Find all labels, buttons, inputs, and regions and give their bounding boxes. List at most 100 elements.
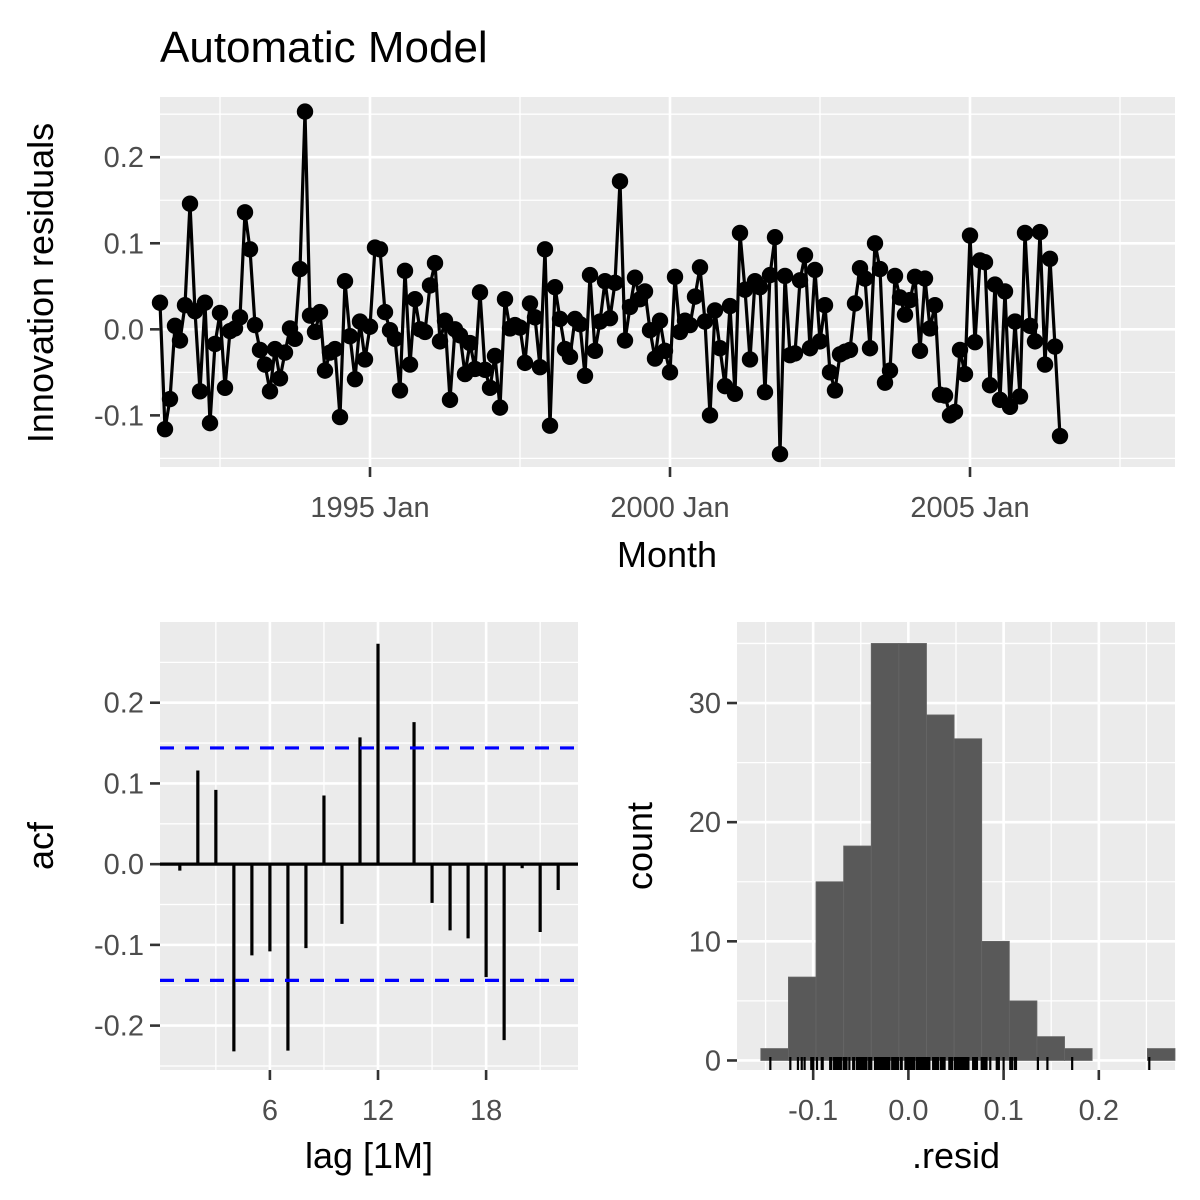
- residual-point: [291, 260, 309, 278]
- residual-point: [416, 323, 434, 341]
- residual-point: [211, 304, 229, 322]
- histogram-y-tick-label: 30: [689, 688, 721, 720]
- residual-point: [821, 364, 839, 381]
- residuals-histogram: 0 10 20 30 -0.1 0.0 0.1 0.2: [689, 622, 1176, 1127]
- residual-point: [261, 383, 279, 400]
- histogram-bar: [870, 643, 900, 1061]
- histogram-y-axis-title: count: [619, 802, 660, 890]
- residual-point: [151, 294, 169, 311]
- residual-point: [356, 351, 374, 368]
- residual-point: [896, 306, 914, 323]
- histogram-x-tick-label: -0.1: [788, 1095, 838, 1127]
- residual-point: [871, 260, 889, 278]
- residual-point: [361, 318, 379, 335]
- residuals-y-tick-label: 0.0: [104, 314, 144, 346]
- histogram-rug: [769, 1057, 1151, 1070]
- histogram-bar: [815, 881, 845, 1061]
- residual-point: [191, 383, 209, 400]
- residual-point: [371, 241, 389, 258]
- residual-point: [541, 417, 559, 434]
- acf-bars: [160, 643, 578, 1052]
- residual-point: [581, 266, 599, 284]
- residual-point: [516, 354, 534, 372]
- residuals-axes: -0.1 0.0 0.1 0.2 1995 Jan 2000 Jan 2005 Jan: [94, 142, 1030, 524]
- acf-x-tick-label: 12: [362, 1095, 394, 1127]
- acf-axes: -0.2 -0.1 0.0 0.1 0.2 6 12 18: [94, 688, 502, 1127]
- residual-point: [921, 320, 939, 337]
- residuals-y-tick-label: 0.1: [104, 228, 144, 260]
- residual-point: [636, 283, 654, 300]
- acf-y-tick-label: 0.0: [104, 849, 144, 881]
- residual-point: [911, 342, 929, 360]
- histogram-y-tick-label: 0: [705, 1045, 721, 1077]
- residual-point: [951, 341, 969, 359]
- residual-point: [846, 295, 864, 312]
- residual-point: [761, 266, 779, 284]
- residual-point: [651, 312, 669, 329]
- histogram-bars: [760, 643, 1176, 1061]
- residual-point: [701, 407, 719, 424]
- residual-point: [486, 347, 504, 365]
- residual-point: [236, 204, 254, 221]
- residual-point: [331, 408, 349, 426]
- residual-point: [1006, 313, 1024, 330]
- acf-y-tick-label: -0.1: [94, 930, 144, 962]
- residual-point: [421, 277, 439, 294]
- histogram-axes: 0 10 20 30 -0.1 0.0 0.1 0.2: [689, 688, 1119, 1127]
- residual-point: [396, 262, 414, 280]
- histogram-x-tick-label: 0.0: [888, 1095, 928, 1127]
- residual-point: [916, 270, 934, 287]
- residuals-points: [151, 103, 1069, 463]
- residual-point: [601, 309, 619, 327]
- histogram-bar: [1036, 1036, 1065, 1061]
- residual-point: [206, 335, 224, 353]
- histogram-bar: [760, 1048, 789, 1061]
- residual-point: [666, 268, 684, 286]
- residual-point: [981, 377, 999, 394]
- residual-point: [796, 247, 814, 264]
- residual-point: [771, 445, 789, 463]
- residuals-x-tick-label: 1995 Jan: [310, 492, 429, 524]
- residual-point: [386, 330, 404, 347]
- residual-point: [171, 332, 189, 349]
- residual-point: [161, 390, 179, 408]
- residual-point: [241, 241, 259, 258]
- residual-point: [216, 379, 234, 397]
- residual-point: [861, 340, 879, 357]
- residual-point: [756, 383, 774, 401]
- residual-point: [166, 317, 184, 335]
- residual-point: [376, 303, 394, 321]
- residual-point: [816, 297, 834, 314]
- residual-point: [431, 333, 449, 350]
- residual-point: [901, 291, 919, 309]
- residual-point: [576, 367, 594, 384]
- residual-point: [201, 414, 219, 432]
- residual-point: [521, 295, 539, 312]
- residual-point: [326, 340, 344, 358]
- acf-confidence-bounds: [160, 746, 578, 983]
- histogram-bar: [843, 845, 872, 1061]
- residuals-time-plot: -0.1 0.0 0.1 0.2 1995 Jan 2000 Jan 2005 Jan: [94, 97, 1175, 524]
- residual-point: [696, 313, 714, 330]
- chart-title: Automatic Model: [160, 23, 488, 72]
- histogram-x-tick-label: 0.2: [1079, 1095, 1119, 1127]
- residual-point: [731, 224, 749, 242]
- residual-point: [1051, 427, 1069, 445]
- acf-x-tick-label: 6: [262, 1095, 278, 1127]
- residual-point: [826, 382, 844, 399]
- residual-point: [546, 278, 564, 296]
- residual-point: [511, 319, 529, 336]
- residual-point: [481, 379, 499, 397]
- histogram-x-axis-title: .resid: [912, 1135, 1000, 1176]
- acf-plot: -0.2 -0.1 0.0 0.1 0.2 6 12 18: [94, 622, 578, 1127]
- histogram-bar: [953, 738, 983, 1061]
- residual-point: [251, 341, 269, 359]
- residual-point: [726, 385, 744, 403]
- histogram-bar: [926, 714, 955, 1061]
- histogram-y-tick-label: 10: [689, 926, 721, 958]
- residuals-x-tick-label: 2000 Jan: [610, 492, 729, 524]
- residual-point: [841, 341, 859, 359]
- residual-point: [496, 291, 514, 308]
- residual-point: [661, 364, 679, 381]
